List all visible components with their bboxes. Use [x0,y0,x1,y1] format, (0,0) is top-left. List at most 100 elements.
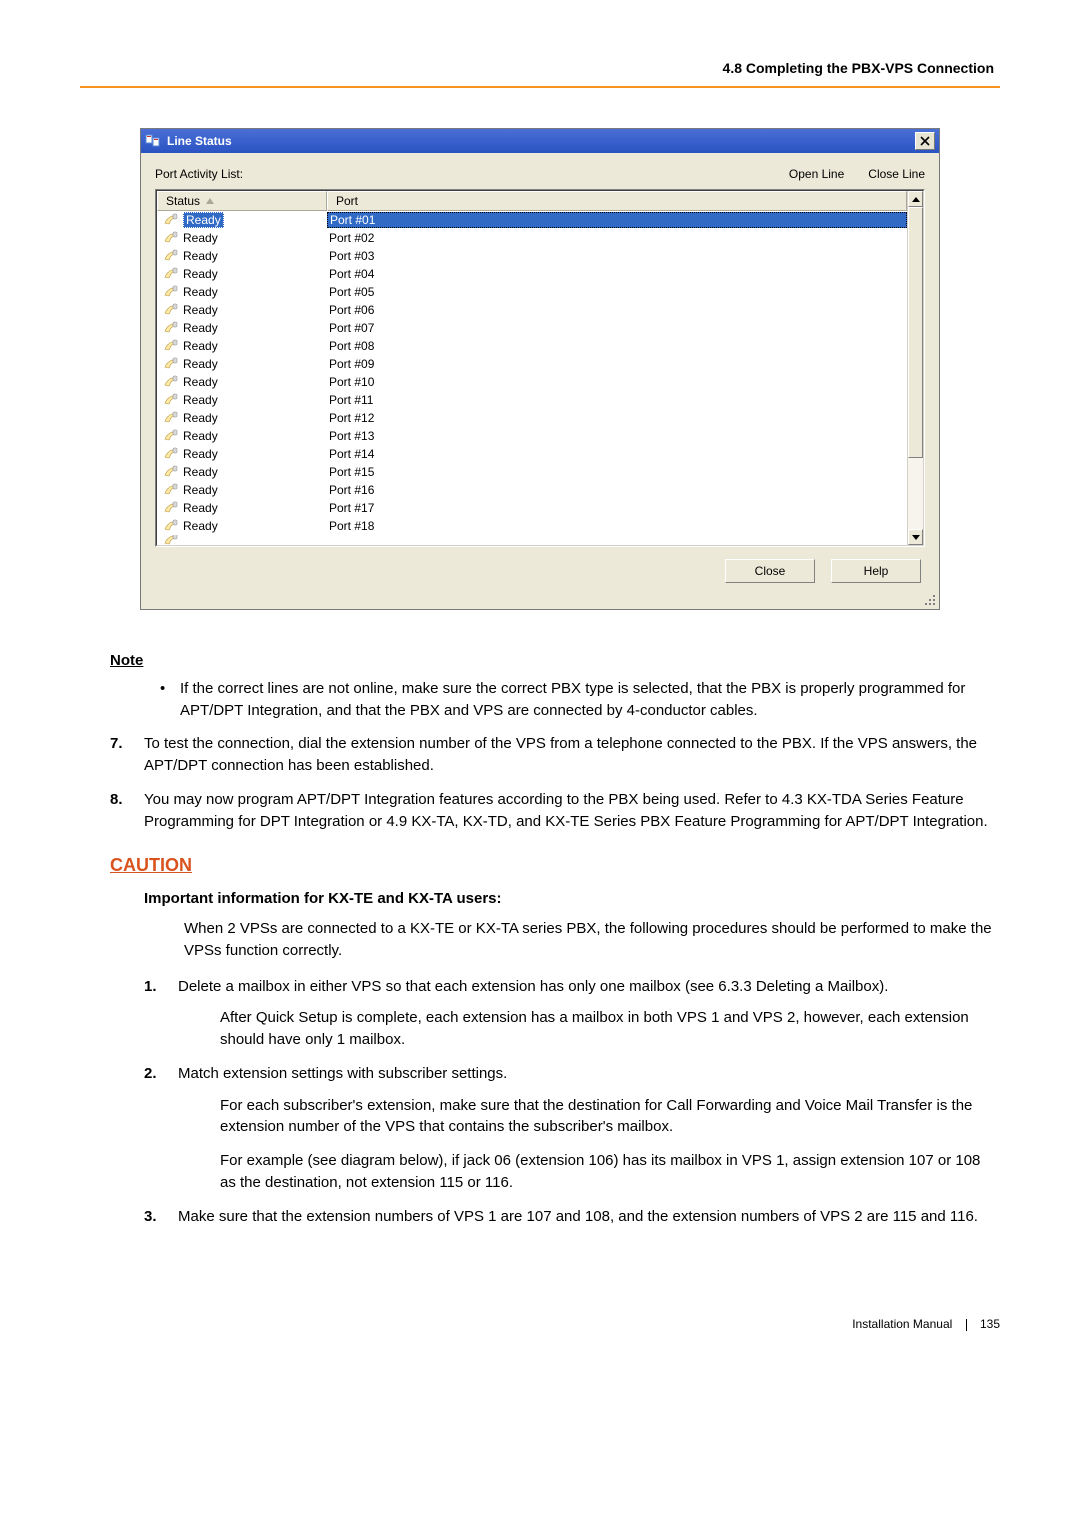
page-footer: Installation Manual 135 [80,1317,1000,1331]
caution-step-2-sub1: For each subscriber's extension, make su… [220,1095,1000,1139]
port-cell: Port #14 [327,447,907,461]
status-cell: Ready [183,411,218,425]
port-column-header[interactable]: Port [327,191,907,211]
line-status-window: Line Status Port Activity List: Open Lin… [140,128,940,610]
port-cell: Port #18 [327,519,907,533]
status-cell: Ready [183,267,218,281]
phone-icon [163,519,179,533]
table-row[interactable]: Ready Port #11 [157,391,907,409]
caution-step-1-sub: After Quick Setup is complete, each exte… [220,1007,1000,1051]
caution-intro: When 2 VPSs are connected to a KX-TE or … [184,918,1000,962]
port-cell: Port #13 [327,429,907,443]
table-row[interactable]: Ready Port #17 [157,499,907,517]
status-cell: Ready [183,357,218,371]
port-list: Status Port ReadyPort #01ReadyPort #02Re… [155,189,925,547]
status-cell: Ready [183,375,218,389]
step-7-text: To test the connection, dial the extensi… [144,733,1000,777]
phone-icon [163,303,179,317]
status-cell: Ready [183,321,218,335]
port-activity-label: Port Activity List: [155,167,243,181]
caution-step-3: Make sure that the extension numbers of … [178,1206,1000,1228]
table-row[interactable]: ReadyPort #08 [157,337,907,355]
table-row[interactable]: ReadyPort #06 [157,301,907,319]
phone-icon [163,339,179,353]
table-row[interactable]: ReadyPort #16 [157,481,907,499]
vertical-scrollbar[interactable] [907,191,923,545]
table-row[interactable]: ReadyPort #13 [157,427,907,445]
column-headers: Status Port [157,191,907,211]
status-cell: Ready [183,393,218,407]
bullet-icon: • [160,678,180,722]
window-close-button[interactable] [915,132,935,150]
caution-heading: CAUTION [110,852,1000,878]
resize-grip-icon[interactable] [141,593,939,609]
phone-icon [163,429,179,443]
port-cell: Port #10 [327,375,907,389]
status-cell: Ready [183,212,224,228]
table-row[interactable]: ReadyPort #07 [157,319,907,337]
step-number: 7. [110,733,144,777]
caution-step-2-sub2: For example (see diagram below), if jack… [220,1150,1000,1194]
status-cell: Ready [183,285,218,299]
open-line-link[interactable]: Open Line [789,167,844,181]
phone-icon [163,501,179,515]
header-rule [80,86,1000,88]
phone-icon [163,357,179,371]
port-cell: Port #11 [327,393,907,407]
titlebar: Line Status [141,129,939,153]
port-cell: Port #15 [327,465,907,479]
port-cell: Port #04 [327,267,907,281]
scroll-thumb[interactable] [908,207,923,458]
step-8-text: You may now program APT/DPT Integration … [144,789,1000,833]
caution-step-number: 1. [144,976,178,998]
status-cell: Ready [183,339,218,353]
table-row[interactable]: Ready Port #12 [157,409,907,427]
caution-step-1: Delete a mailbox in either VPS so that e… [178,976,1000,998]
table-row[interactable]: ReadyPort #09 [157,355,907,373]
table-row[interactable]: ReadyPort #02 [157,229,907,247]
note-text: If the correct lines are not online, mak… [180,678,1000,722]
status-cell: Ready [183,249,218,263]
footer-manual: Installation Manual [852,1317,952,1331]
table-row[interactable]: Ready Port #15 [157,463,907,481]
note-heading: Note [110,650,1000,672]
table-row[interactable]: Ready Port #10 [157,373,907,391]
port-cell: Port #01 [327,212,907,228]
close-button[interactable]: Close [725,559,815,583]
port-cell: Port #17 [327,501,907,515]
phone-icon [163,213,179,227]
status-cell: Ready [183,465,218,479]
table-row[interactable]: ReadyPort #14 [157,445,907,463]
table-row[interactable]: Ready Port #04 [157,265,907,283]
phone-icon [163,267,179,281]
scroll-up-button[interactable] [908,191,923,207]
phone-icon [163,411,179,425]
phone-icon [163,465,179,479]
table-row[interactable]: ReadyPort #05 [157,283,907,301]
port-cell: Port #12 [327,411,907,425]
table-row[interactable]: ReadyPort #18 [157,517,907,535]
close-line-link[interactable]: Close Line [868,167,925,181]
caution-step-number: 2. [144,1063,178,1085]
step-number: 8. [110,789,144,833]
scroll-down-button[interactable] [908,529,923,545]
help-button[interactable]: Help [831,559,921,583]
sort-indicator-icon [206,198,214,204]
phone-icon [163,231,179,245]
phone-icon [163,285,179,299]
scroll-track[interactable] [908,207,923,529]
table-row[interactable]: Ready Port #01 [157,211,907,229]
phone-icon [163,483,179,497]
section-heading: 4.8 Completing the PBX-VPS Connection [80,60,1000,76]
table-row[interactable] [157,535,907,545]
window-title: Line Status [167,134,232,148]
status-cell: Ready [183,483,218,497]
phone-icon [163,249,179,263]
caution-step-2: Match extension settings with subscriber… [178,1063,1000,1085]
status-column-header[interactable]: Status [157,191,327,211]
app-icon [145,133,161,149]
status-cell: Ready [183,501,218,515]
table-row[interactable]: ReadyPort #03 [157,247,907,265]
port-column-label: Port [336,194,358,208]
status-cell: Ready [183,231,218,245]
